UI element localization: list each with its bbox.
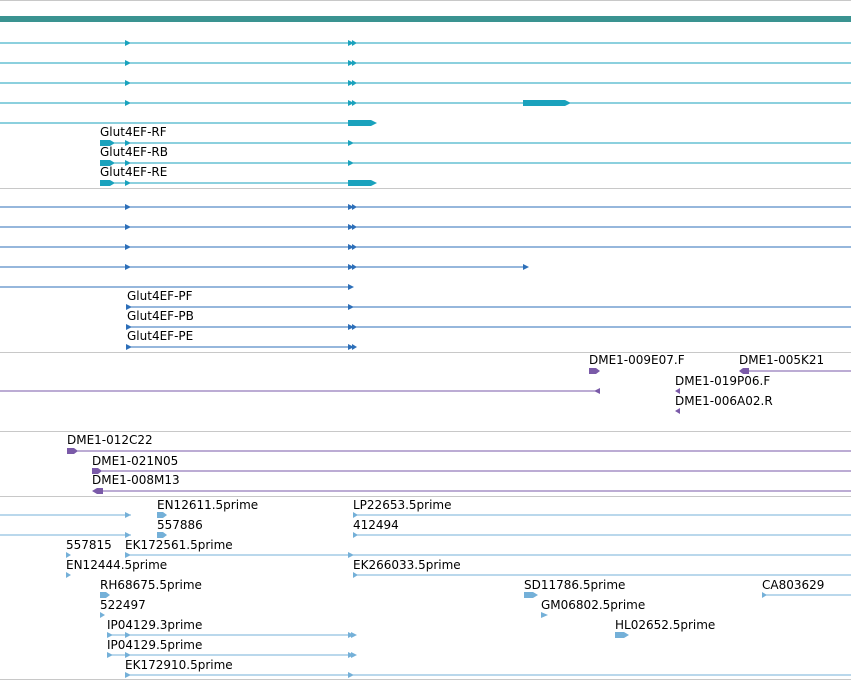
clone-track-a: DME1-009E07.F DME1-005K21 DME1-019P06.F … [0,353,851,414]
est-feature[interactable]: EN12444.5prime [66,558,167,578]
est-label: EN12611.5prime [157,498,258,512]
transcript-feature[interactable]: Glut4EF-RF [100,125,851,146]
clone-feature[interactable]: DME1-012C22 [67,433,851,454]
protein-feature[interactable]: Glut4EF-PE [126,329,357,350]
est-feature[interactable]: LP22653.5prime [353,498,851,518]
est-feature[interactable]: 522497 [100,598,146,618]
clone-label: DME1-008M13 [92,473,180,487]
est-feature[interactable]: 412494 [353,518,851,538]
est-feature[interactable] [0,512,131,518]
est-feature[interactable]: 557815 [66,538,112,558]
transcript-feature[interactable] [0,40,851,46]
protein-label: Glut4EF-PB [127,309,194,323]
est-label: EK172561.5prime [125,538,233,552]
est-label: HL02652.5prime [615,618,715,632]
est-feature[interactable]: CA803629 [762,578,851,598]
clone-feature[interactable] [0,388,600,394]
est-label: IP04129.3prime [107,618,202,632]
clone-label: DME1-021N05 [92,454,178,468]
est-label: EK172910.5prime [125,658,233,672]
clone-feature[interactable]: DME1-021N05 [92,454,851,474]
protein-feature[interactable] [0,224,851,230]
transcript-track: Glut4EF-RF Glut4EF-RB Glut4EF-RE [0,40,851,186]
est-feature[interactable]: EN12611.5prime [157,498,258,518]
est-feature[interactable]: SD11786.5prime [524,578,625,598]
transcript-feature[interactable] [0,60,851,66]
est-label: SD11786.5prime [524,578,625,592]
clone-label: DME1-009E07.F [589,353,685,367]
clone-label: DME1-012C22 [67,433,153,447]
protein-feature[interactable]: Glut4EF-PF [126,289,851,310]
clone-label: DME1-019P06.F [675,374,770,388]
est-track: EN12611.5prime LP22653.5prime 557886 412… [0,498,851,678]
est-label: CA803629 [762,578,824,592]
protein-label: Glut4EF-PE [127,329,193,343]
clone-feature[interactable]: DME1-006A02.R [675,394,773,414]
transcript-feature[interactable] [0,100,851,106]
clone-feature[interactable]: DME1-005K21 [739,353,851,374]
clone-feature[interactable]: DME1-009E07.F [589,353,685,374]
est-label: 557886 [157,518,203,532]
protein-feature[interactable] [0,284,354,290]
transcript-feature[interactable] [0,80,851,86]
est-feature[interactable] [0,532,131,538]
est-label: IP04129.5prime [107,638,202,652]
est-feature[interactable]: EK172910.5prime [125,658,851,678]
transcript-label: Glut4EF-RE [100,165,167,179]
transcript-label: Glut4EF-RB [100,145,168,159]
est-label: EN12444.5prime [66,558,167,572]
clone-feature[interactable]: DME1-008M13 [92,473,851,494]
protein-feature[interactable] [0,264,529,270]
transcript-feature[interactable] [0,120,377,126]
est-feature[interactable]: 557886 [157,518,203,538]
est-label: GM06802.5prime [541,598,645,612]
est-feature[interactable]: IP04129.5prime [107,638,357,658]
est-feature[interactable]: HL02652.5prime [615,618,715,638]
clone-label: DME1-006A02.R [675,394,773,408]
est-label: RH68675.5prime [100,578,202,592]
est-label: EK266033.5prime [353,558,461,572]
est-feature[interactable]: EK266033.5prime [353,558,851,578]
est-label: 522497 [100,598,146,612]
clone-track-b: DME1-012C22 DME1-021N05 DME1-008M13 [67,433,851,494]
transcript-feature[interactable]: Glut4EF-RE [100,165,377,186]
protein-label: Glut4EF-PF [127,289,193,303]
protein-feature[interactable]: Glut4EF-PB [126,309,851,330]
est-feature[interactable]: RH68675.5prime [100,578,202,598]
protein-track: Glut4EF-PF Glut4EF-PB Glut4EF-PE [0,204,851,350]
clone-label: DME1-005K21 [739,353,824,367]
transcript-label: Glut4EF-RF [100,125,167,139]
est-feature[interactable]: IP04129.3prime [107,618,357,638]
est-label: 557815 [66,538,112,552]
protein-feature[interactable] [0,204,851,210]
transcript-feature[interactable]: Glut4EF-RB [100,145,851,166]
protein-feature[interactable] [0,244,851,250]
est-label: 412494 [353,518,399,532]
est-feature[interactable]: EK172561.5prime [125,538,851,558]
est-feature[interactable]: GM06802.5prime [541,598,645,618]
est-label: LP22653.5prime [353,498,452,512]
clone-feature[interactable]: DME1-019P06.F [675,374,770,394]
gene-span-bar[interactable] [0,16,851,22]
